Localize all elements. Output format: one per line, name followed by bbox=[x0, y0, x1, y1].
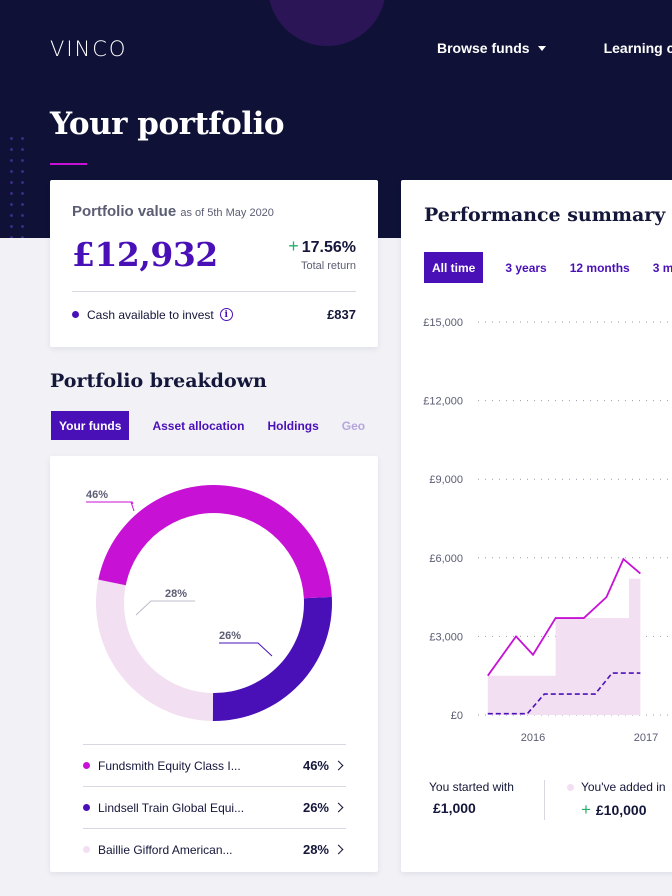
fund-row-fundsmith[interactable]: Fundsmith Equity Class I... 46% bbox=[83, 744, 346, 786]
fund-color-dot bbox=[83, 804, 90, 811]
breakdown-tabs: Your funds Asset allocation Holdings Geo bbox=[51, 411, 365, 440]
divider bbox=[72, 291, 356, 292]
performance-chart: £15,000 £12,000 £9,000 £6,000 £3,000 £0 2016 20… bbox=[423, 317, 672, 744]
area-series-contributions bbox=[487, 578, 641, 715]
nav-learning-centre[interactable]: Learning centre bbox=[604, 40, 672, 56]
portfolio-value-label: Portfolio value as of 5th May 2020 bbox=[72, 203, 274, 220]
y-tick-label: £3,000 bbox=[429, 631, 463, 643]
added-in-label-row: You've added in bbox=[566, 780, 666, 794]
chevron-right-icon bbox=[333, 760, 344, 771]
breakdown-title: Portfolio breakdown bbox=[50, 370, 267, 392]
x-tick-label: 2016 bbox=[521, 732, 545, 744]
y-tick-label: £15,000 bbox=[423, 317, 463, 329]
fund-percent: 26% bbox=[302, 800, 329, 815]
cash-dot bbox=[72, 311, 79, 318]
fund-color-dot bbox=[83, 846, 90, 853]
cash-amount: £837 bbox=[327, 307, 356, 322]
added-dot bbox=[566, 784, 574, 791]
donut-label-fundsmith: 46% bbox=[86, 489, 108, 501]
started-with-label: You started with bbox=[429, 780, 514, 794]
cash-label: Cash available to invest bbox=[87, 307, 214, 322]
added-in-value: £10,000 bbox=[595, 802, 647, 818]
performance-card: Performance summary All time 3 years 12 … bbox=[401, 180, 672, 872]
decorative-dot-grid bbox=[6, 133, 32, 238]
y-tick-label: £9,000 bbox=[429, 474, 463, 486]
fund-name: Fundsmith Equity Class I... bbox=[98, 758, 241, 773]
top-nav: Browse funds Learning centre bbox=[437, 40, 672, 56]
total-return: +17.56% Total return bbox=[288, 236, 356, 272]
line-series-deposits bbox=[487, 672, 641, 715]
plus-icon: + bbox=[580, 800, 591, 819]
y-tick-label: £0 bbox=[451, 710, 463, 722]
fund-color-dot bbox=[83, 762, 90, 769]
x-tick-label: 2017 bbox=[634, 732, 658, 744]
total-return-label: Total return bbox=[300, 260, 356, 272]
tab-all-time[interactable]: All time bbox=[424, 252, 484, 283]
started-with: You started with £1,000 bbox=[429, 780, 514, 820]
page-title: Your portfolio bbox=[50, 106, 285, 142]
donut-label-baillie: 28% bbox=[165, 588, 187, 600]
plus-icon: + bbox=[288, 236, 299, 256]
tab-3-months[interactable]: 3 m bbox=[652, 260, 672, 275]
tab-your-funds[interactable]: Your funds bbox=[51, 411, 130, 440]
started-with-value: £1,000 bbox=[433, 800, 476, 816]
added-in-value-row: + £10,000 bbox=[581, 800, 666, 820]
donut-segment[interactable] bbox=[212, 596, 332, 721]
info-icon[interactable]: i bbox=[219, 308, 233, 321]
nav-browse-funds-label: Browse funds bbox=[437, 40, 530, 56]
portfolio-value-card: Portfolio value as of 5th May 2020 £12,9… bbox=[50, 180, 378, 347]
added-in: You've added in + £10,000 bbox=[566, 780, 666, 820]
donut-leader-line bbox=[130, 501, 135, 512]
donut-segment[interactable] bbox=[98, 484, 332, 599]
summary-divider bbox=[543, 780, 545, 820]
breakdown-card: 46% 28% 26% Fundsmith Equity Class I... … bbox=[50, 456, 378, 872]
donut-segment[interactable] bbox=[95, 579, 214, 721]
tab-holdings[interactable]: Holdings bbox=[267, 418, 319, 433]
fund-row-lindsell[interactable]: Lindsell Train Global Equi... 26% bbox=[83, 786, 346, 828]
donut-leader-line bbox=[219, 642, 273, 657]
donut-chart: 46% 28% 26% bbox=[86, 484, 332, 721]
fund-row-baillie[interactable]: Baillie Gifford American... 28% bbox=[83, 828, 346, 870]
tab-asset-allocation[interactable]: Asset allocation bbox=[152, 418, 245, 433]
y-tick-label: £12,000 bbox=[423, 396, 463, 408]
tab-geography[interactable]: Geo bbox=[341, 418, 366, 433]
performance-title: Performance summary bbox=[424, 204, 666, 226]
performance-summary-row: You started with £1,000 You've added in … bbox=[429, 780, 672, 820]
total-return-value: +17.56% bbox=[288, 236, 356, 257]
chevron-down-icon bbox=[537, 45, 546, 51]
total-return-number: 17.56% bbox=[301, 239, 356, 256]
y-tick-label: £6,000 bbox=[429, 553, 463, 565]
fund-percent: 28% bbox=[302, 842, 329, 857]
chevron-right-icon bbox=[333, 802, 344, 813]
fund-percent: 46% bbox=[302, 758, 329, 773]
donut-leader-line bbox=[135, 600, 195, 616]
fund-list: Fundsmith Equity Class I... 46% Lindsell… bbox=[83, 744, 346, 870]
cash-available-row: Cash available to invest i £837 bbox=[72, 307, 356, 322]
title-underline bbox=[50, 163, 87, 165]
portfolio-value-amount: £12,932 bbox=[72, 235, 218, 274]
tab-3-years[interactable]: 3 years bbox=[505, 260, 547, 275]
logo-text: VINCO bbox=[50, 37, 128, 61]
added-in-label: You've added in bbox=[580, 780, 666, 794]
nav-browse-funds[interactable]: Browse funds bbox=[437, 40, 546, 56]
portfolio-value-date: as of 5th May 2020 bbox=[180, 207, 274, 219]
tab-12-months[interactable]: 12 months bbox=[569, 260, 630, 275]
donut-label-lindsell: 26% bbox=[219, 630, 241, 642]
fund-name: Baillie Gifford American... bbox=[98, 842, 233, 857]
portfolio-value-title: Portfolio value bbox=[72, 203, 177, 220]
fund-name: Lindsell Train Global Equi... bbox=[98, 800, 245, 815]
decorative-circle bbox=[268, 0, 386, 46]
performance-tabs: All time 3 years 12 months 3 m bbox=[424, 252, 672, 283]
logo[interactable]: VINCO bbox=[50, 36, 127, 62]
line-series-value bbox=[487, 557, 641, 677]
nav-learning-centre-label: Learning centre bbox=[603, 40, 672, 56]
chevron-right-icon bbox=[333, 844, 344, 855]
